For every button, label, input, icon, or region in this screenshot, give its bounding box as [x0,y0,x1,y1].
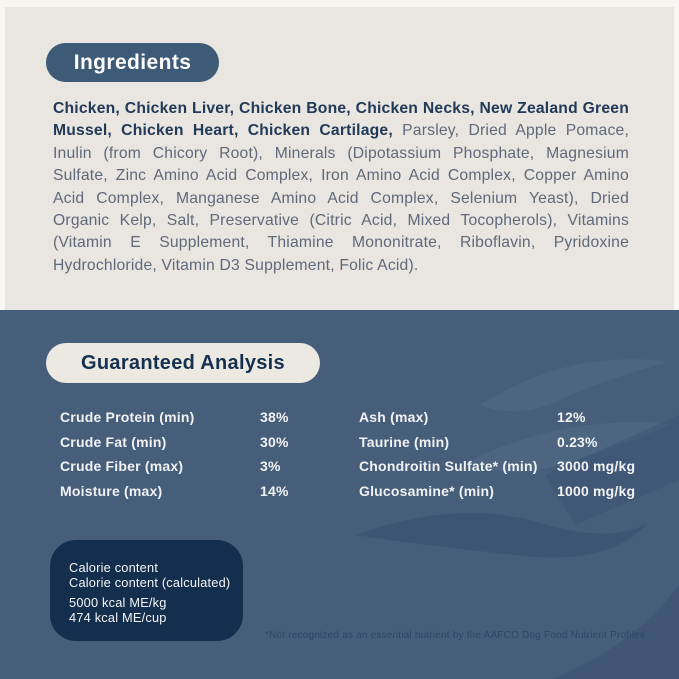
nutrient-label: Ash (max) [359,409,429,426]
wave-swoosh-decoration [355,359,679,679]
table-row: Moisture (max) 14% [60,479,350,504]
table-row: Ash (max) 12% [359,405,669,430]
ingredients-paragraph: Chicken, Chicken Liver, Chicken Bone, Ch… [53,98,629,277]
nutrient-label: Taurine (min) [359,433,450,450]
nutrient-label: Crude Fat (min) [60,433,167,450]
ingredients-primary-list: Chicken, Chicken Liver, Chicken Bone, Ch… [53,100,629,140]
table-row: Taurine (min) 0.23% [359,430,669,455]
guaranteed-analysis-right-column: Ash (max) 12% Taurine (min) 0.23% Chondr… [359,405,669,503]
calorie-content-title: Calorie content [69,560,159,575]
nutrient-value: 1000 mg/kg [557,482,636,499]
nutrient-value: 12% [557,409,586,426]
calorie-kcal-per-cup: 474 kcal ME/cup [69,609,167,625]
table-row: Crude Fat (min) 30% [60,430,350,455]
nutrient-value: 38% [260,409,289,426]
nutrient-label: Crude Protein (min) [60,409,195,426]
nutrient-label: Chondroitin Sulfate* (min) [359,458,538,475]
nutrient-value: 3% [260,458,281,475]
calorie-kcal-per-kg: 5000 kcal ME/kg [69,595,167,610]
guaranteed-analysis-left-column: Crude Protein (min) 38% Crude Fat (min) … [60,405,350,503]
table-row: Crude Protein (min) 38% [60,405,350,430]
guaranteed-analysis-header-label: Guaranteed Analysis [81,351,285,374]
guaranteed-analysis-section: Guaranteed Analysis Crude Protein (min) … [0,310,679,679]
calorie-content-box: Calorie content Calorie content (calcula… [50,540,243,641]
ingredients-section: Ingredients Chicken, Chicken Liver, Chic… [5,7,674,310]
nutrient-label: Glucosamine* (min) [359,482,495,499]
nutrient-label: Moisture (max) [60,482,163,499]
table-row: Chondroitin Sulfate* (min) 3000 mg/kg [359,454,669,479]
ingredients-header-label: Ingredients [73,50,192,74]
nutrient-label: Crude Fiber (max) [60,458,184,475]
aafco-footnote: *Not recognized as an essential nutrient… [265,630,646,641]
table-row: Glucosamine* (min) 1000 mg/kg [359,479,669,504]
table-row: Crude Fiber (max) 3% [60,454,350,479]
nutrient-value: 30% [260,433,289,450]
nutrient-value: 0.23% [557,433,598,450]
calorie-content-subtitle: Calorie content (calculated) [69,574,231,590]
ingredients-header-badge: Ingredients [46,43,219,82]
nutrient-value: 3000 mg/kg [557,458,636,475]
guaranteed-analysis-header-badge: Guaranteed Analysis [46,343,320,383]
nutrient-value: 14% [260,482,289,499]
ingredients-secondary-list: Parsley, Dried Apple Pomace, Inulin (fro… [53,122,630,274]
